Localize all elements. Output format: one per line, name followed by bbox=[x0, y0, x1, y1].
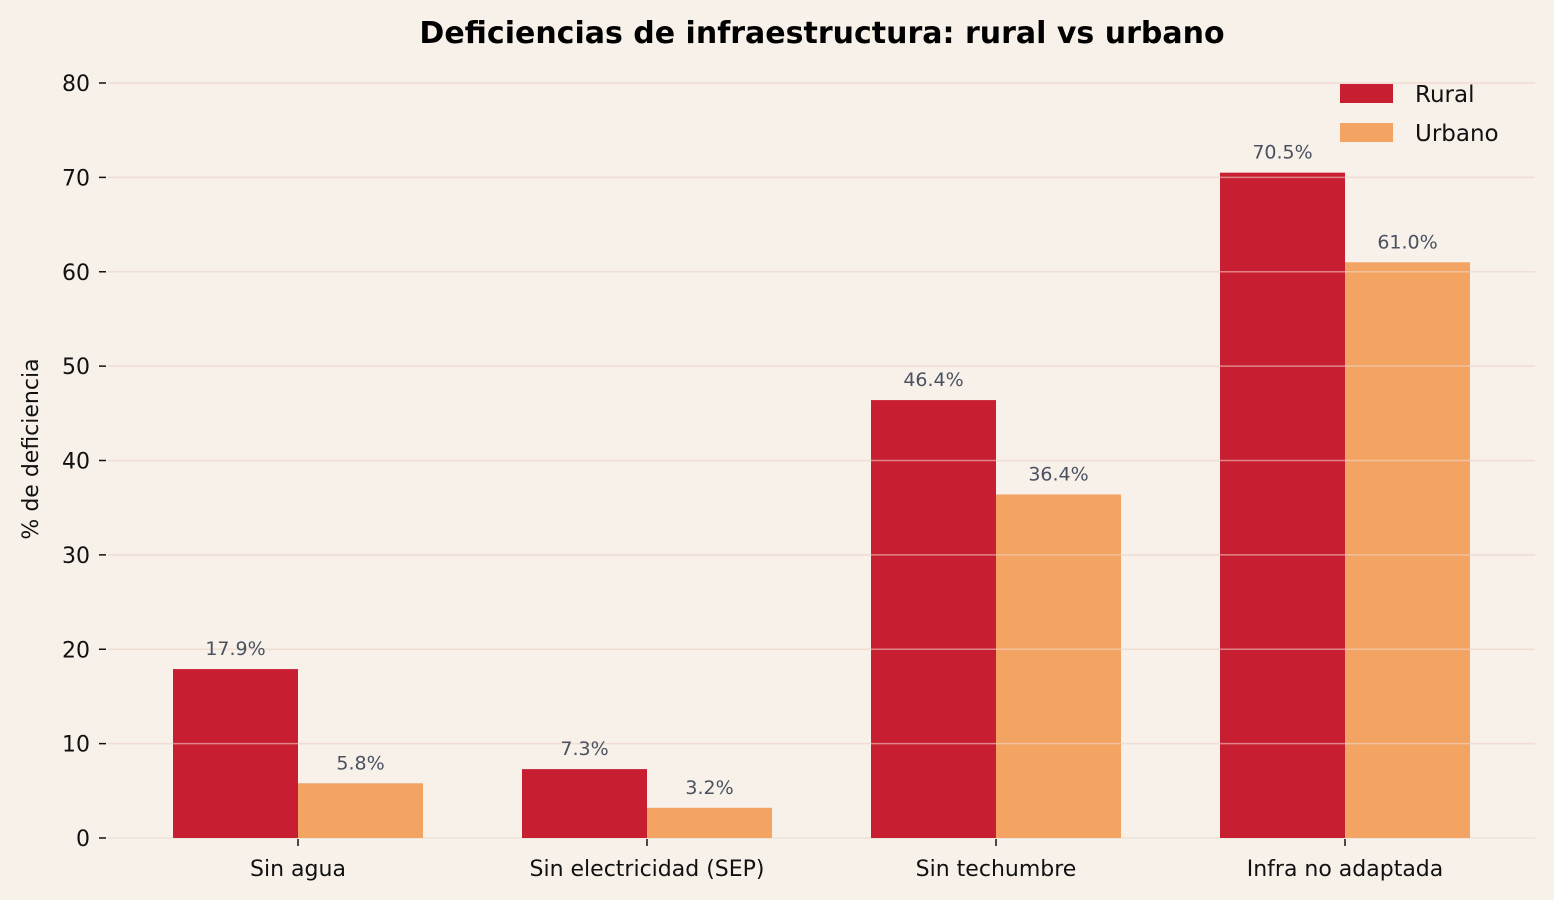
y-tick-label: 10 bbox=[62, 733, 90, 758]
legend-swatch-rural bbox=[1340, 84, 1393, 103]
y-tick-label: 40 bbox=[62, 450, 90, 475]
bar-urbano bbox=[647, 807, 772, 838]
chart-title: Deficiencias de infraestructura: rural v… bbox=[419, 16, 1224, 51]
bar-rural bbox=[871, 400, 996, 838]
x-tick-label: Infra no adaptada bbox=[1247, 857, 1444, 882]
y-axis-label: % de deficiencia bbox=[19, 358, 44, 539]
data-label: 17.9% bbox=[205, 638, 265, 660]
bar-rural bbox=[173, 669, 298, 838]
data-label: 61.0% bbox=[1377, 231, 1437, 253]
y-tick-label: 80 bbox=[62, 72, 90, 97]
y-tick-label: 30 bbox=[62, 544, 90, 569]
y-tick-label: 50 bbox=[62, 355, 90, 380]
y-axis: 0 10 20 30 40 50 60 70 80 bbox=[62, 72, 106, 852]
bar-rural bbox=[1220, 172, 1345, 838]
y-tick-label: 70 bbox=[62, 166, 90, 191]
legend-label-rural: Rural bbox=[1415, 82, 1474, 108]
bar-urbano bbox=[298, 783, 423, 838]
y-tick-label: 20 bbox=[62, 638, 90, 663]
data-label: 5.8% bbox=[336, 752, 384, 774]
data-labels: 17.9% 5.8% 7.3% 3.2% 46.4% 36.4% 70.5% 61.0% bbox=[205, 142, 1437, 799]
bar-rural bbox=[522, 769, 647, 838]
data-label: 36.4% bbox=[1028, 463, 1088, 485]
data-label: 70.5% bbox=[1252, 142, 1312, 164]
bars bbox=[173, 172, 1470, 838]
x-tick-label: Sin electricidad (SEP) bbox=[530, 857, 765, 882]
data-label: 46.4% bbox=[903, 369, 963, 391]
legend-swatch-urbano bbox=[1340, 123, 1393, 142]
x-axis: Sin agua Sin electricidad (SEP) Sin techum… bbox=[250, 839, 1443, 882]
x-tick-label: Sin techumbre bbox=[916, 857, 1077, 882]
gridlines-overlay bbox=[108, 82, 1535, 745]
legend: Rural Urbano bbox=[1340, 82, 1499, 147]
y-tick-label: 60 bbox=[62, 261, 90, 286]
y-tick-label: 0 bbox=[76, 827, 90, 852]
data-label: 7.3% bbox=[560, 738, 608, 760]
data-label: 3.2% bbox=[685, 777, 733, 799]
x-tick-label: Sin agua bbox=[250, 857, 346, 882]
bar-urbano bbox=[1345, 262, 1470, 838]
bar-urbano bbox=[996, 494, 1121, 838]
legend-label-urbano: Urbano bbox=[1415, 121, 1499, 147]
